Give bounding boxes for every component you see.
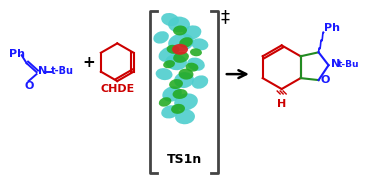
Text: Ph: Ph xyxy=(9,49,25,59)
Ellipse shape xyxy=(156,68,172,80)
Ellipse shape xyxy=(168,33,194,52)
Text: O: O xyxy=(25,81,34,91)
Ellipse shape xyxy=(178,69,194,80)
Text: N: N xyxy=(37,66,47,76)
Ellipse shape xyxy=(159,97,171,107)
Text: t-Bu: t-Bu xyxy=(51,66,73,76)
Ellipse shape xyxy=(161,13,179,26)
Ellipse shape xyxy=(173,25,187,35)
Ellipse shape xyxy=(172,44,188,55)
Ellipse shape xyxy=(161,105,179,118)
Ellipse shape xyxy=(179,37,193,48)
Ellipse shape xyxy=(192,75,208,89)
Ellipse shape xyxy=(163,60,175,68)
Ellipse shape xyxy=(162,86,182,102)
Ellipse shape xyxy=(174,93,198,110)
Ellipse shape xyxy=(183,25,201,39)
Text: H: H xyxy=(277,99,286,109)
Ellipse shape xyxy=(175,109,195,124)
Text: Ph: Ph xyxy=(324,23,339,33)
Text: O: O xyxy=(321,75,330,85)
Ellipse shape xyxy=(165,54,187,70)
Ellipse shape xyxy=(173,89,187,99)
Ellipse shape xyxy=(192,38,208,50)
Ellipse shape xyxy=(171,104,185,114)
Ellipse shape xyxy=(168,17,190,32)
Ellipse shape xyxy=(153,31,169,44)
Ellipse shape xyxy=(190,48,202,56)
Text: TS1n: TS1n xyxy=(166,153,201,166)
Ellipse shape xyxy=(173,52,189,63)
Ellipse shape xyxy=(169,79,183,89)
Ellipse shape xyxy=(159,47,178,62)
Text: ‡: ‡ xyxy=(221,9,230,27)
Ellipse shape xyxy=(167,45,180,54)
Text: CHDE: CHDE xyxy=(100,84,135,94)
Text: t-Bu: t-Bu xyxy=(338,60,359,69)
Text: +: + xyxy=(82,55,95,70)
Ellipse shape xyxy=(174,72,194,88)
Ellipse shape xyxy=(187,58,205,71)
Text: N: N xyxy=(330,59,340,69)
Ellipse shape xyxy=(186,63,198,72)
